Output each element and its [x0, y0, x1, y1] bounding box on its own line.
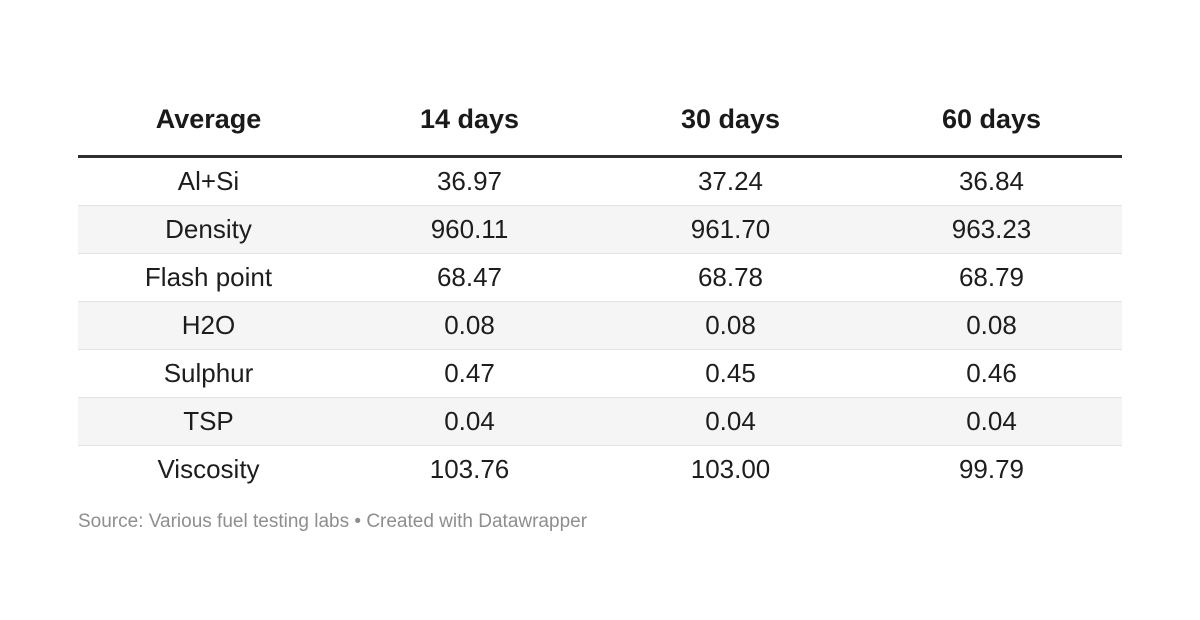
table-row: Flash point 68.47 68.78 68.79	[78, 253, 1122, 302]
column-header-60-days: 60 days	[861, 103, 1122, 158]
table-row: Viscosity 103.76 103.00 99.79	[78, 445, 1122, 494]
row-label-cell: Density	[165, 214, 252, 244]
source-name: Various fuel testing labs	[148, 511, 350, 532]
row-label-cell: Sulphur	[163, 358, 254, 388]
row-label-cell: Viscosity	[157, 454, 260, 484]
row-label-cell: TSP	[183, 406, 234, 436]
value-cell: 0.04	[444, 406, 495, 436]
value-cell: 960.11	[430, 214, 509, 244]
row-label-cell: H2O	[181, 310, 236, 340]
value-cell: 0.45	[705, 358, 756, 388]
data-table: Average 14 days 30 days 60 days Al+Si 36…	[78, 103, 1122, 493]
footer: Source: Various fuel testing labs • Crea…	[78, 510, 587, 534]
value-cell: 0.08	[705, 310, 756, 340]
header-row: Average 14 days 30 days 60 days	[78, 103, 1122, 158]
column-header-average: Average	[78, 103, 339, 158]
value-cell: 0.47	[444, 358, 495, 388]
value-cell: 961.70	[690, 214, 771, 244]
value-cell: 36.97	[436, 166, 503, 196]
datawrapper-attribution-link[interactable]: Created with Datawrapper	[366, 511, 588, 532]
value-cell: 0.08	[444, 310, 495, 340]
footer-separator: •	[354, 511, 362, 532]
value-cell: 37.24	[697, 166, 764, 196]
value-cell: 0.04	[705, 406, 756, 436]
value-cell: 103.00	[690, 454, 771, 484]
value-cell: 0.04	[966, 406, 1017, 436]
row-label-cell: Flash point	[144, 262, 273, 292]
value-cell: 36.84	[958, 166, 1025, 196]
table-row: Density 960.11 961.70 963.23	[78, 205, 1122, 254]
value-cell: 68.47	[436, 262, 503, 292]
table-row: TSP 0.04 0.04 0.04	[78, 397, 1122, 446]
table-container: Average 14 days 30 days 60 days Al+Si 36…	[78, 103, 1122, 493]
column-header-30-days: 30 days	[600, 103, 861, 158]
table-row: H2O 0.08 0.08 0.08	[78, 301, 1122, 350]
row-label-cell: Al+Si	[177, 166, 240, 196]
column-header-14-days: 14 days	[339, 103, 600, 158]
value-cell: 0.08	[966, 310, 1017, 340]
table-row: Al+Si 36.97 37.24 36.84	[78, 157, 1122, 206]
value-cell: 103.76	[429, 454, 510, 484]
value-cell: 68.78	[697, 262, 764, 292]
value-cell: 963.23	[951, 214, 1032, 244]
source-label: Source:	[78, 511, 144, 532]
value-cell: 99.79	[958, 454, 1025, 484]
table-row: Sulphur 0.47 0.45 0.46	[78, 349, 1122, 398]
value-cell: 0.46	[966, 358, 1017, 388]
value-cell: 68.79	[958, 262, 1025, 292]
